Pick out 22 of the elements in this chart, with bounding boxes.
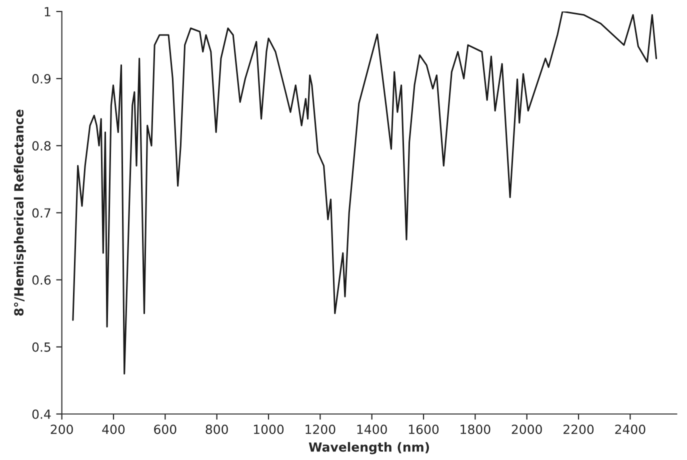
y-tick-label: 0.9 [32,74,51,84]
x-tick-label: 1600 [408,424,439,434]
x-tick-label: 200 [50,424,73,434]
x-tick-label: 1400 [357,424,387,434]
x-tick-label: 600 [154,424,176,434]
x-tick-label: 1200 [306,424,336,434]
y-tick-label: 0.5 [32,342,50,352]
x-tick-label: 2000 [512,424,542,434]
x-tick-label: 2200 [564,424,594,434]
y-tick-label: 0.8 [32,141,51,151]
line-series [72,12,658,375]
y-tick-label: 0.6 [32,275,51,285]
x-tick-label: 2400 [615,424,646,434]
y-tick-label: 1 [44,7,50,16]
x-tick-label: 800 [206,424,228,434]
x-tick-label: 1800 [460,424,490,434]
y-tick-label: 0.7 [32,208,50,218]
y-tick-label: 0.4 [32,409,51,419]
x-axis-title: Wavelength (nm) [308,442,429,454]
y-axis-title: 8°/Hemispherical Reflectance [14,110,26,316]
x-tick-label: 400 [102,424,125,434]
x-tick-label: 1000 [254,424,284,434]
